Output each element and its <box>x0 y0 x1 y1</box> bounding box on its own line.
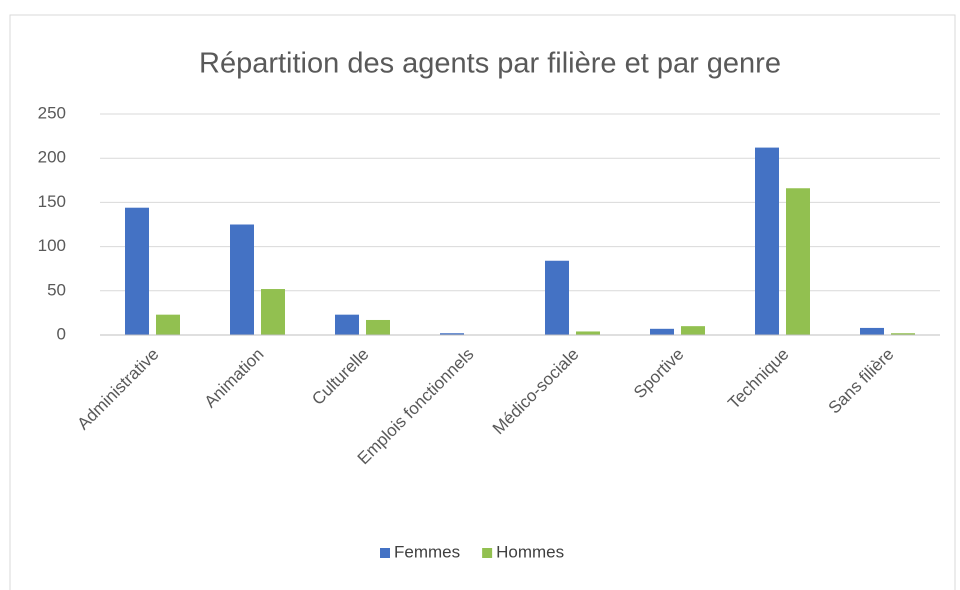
chart-frame <box>9 14 956 590</box>
x-tick-label: Médico-sociale <box>489 345 583 439</box>
x-tick-label: Sportive <box>630 345 688 403</box>
bar <box>786 188 810 335</box>
bar <box>545 260 569 335</box>
y-tick-label: 250 <box>38 103 66 122</box>
bar <box>335 314 359 335</box>
x-tick-label: Sans filière <box>825 345 898 418</box>
y-tick-label: 150 <box>38 192 66 211</box>
bar <box>156 314 180 335</box>
bar <box>755 147 779 335</box>
bar <box>650 328 674 335</box>
legend-label: Femmes <box>394 542 460 561</box>
legend-swatch <box>380 548 390 558</box>
bar <box>891 333 915 335</box>
y-tick-label: 100 <box>38 236 66 255</box>
bar <box>576 331 600 335</box>
bar <box>125 207 149 335</box>
y-tick-label: 200 <box>38 148 66 167</box>
x-tick-label: Culturelle <box>308 345 372 409</box>
bar <box>681 326 705 335</box>
x-tick-label: Emplois fonctionnels <box>354 345 478 469</box>
bar <box>230 224 254 335</box>
bar <box>261 289 285 335</box>
x-tick-label: Administrative <box>74 345 163 434</box>
legend-label: Hommes <box>496 542 564 561</box>
y-tick-label: 0 <box>57 324 66 343</box>
chart-title: Répartition des agents par filière et pa… <box>199 48 781 80</box>
legend-swatch <box>482 548 493 558</box>
bar <box>366 319 390 335</box>
bar <box>440 333 464 335</box>
x-tick-label: Animation <box>201 345 268 412</box>
y-tick-label: 50 <box>47 280 66 299</box>
x-tick-label: Technique <box>724 345 792 413</box>
bar <box>860 327 884 335</box>
